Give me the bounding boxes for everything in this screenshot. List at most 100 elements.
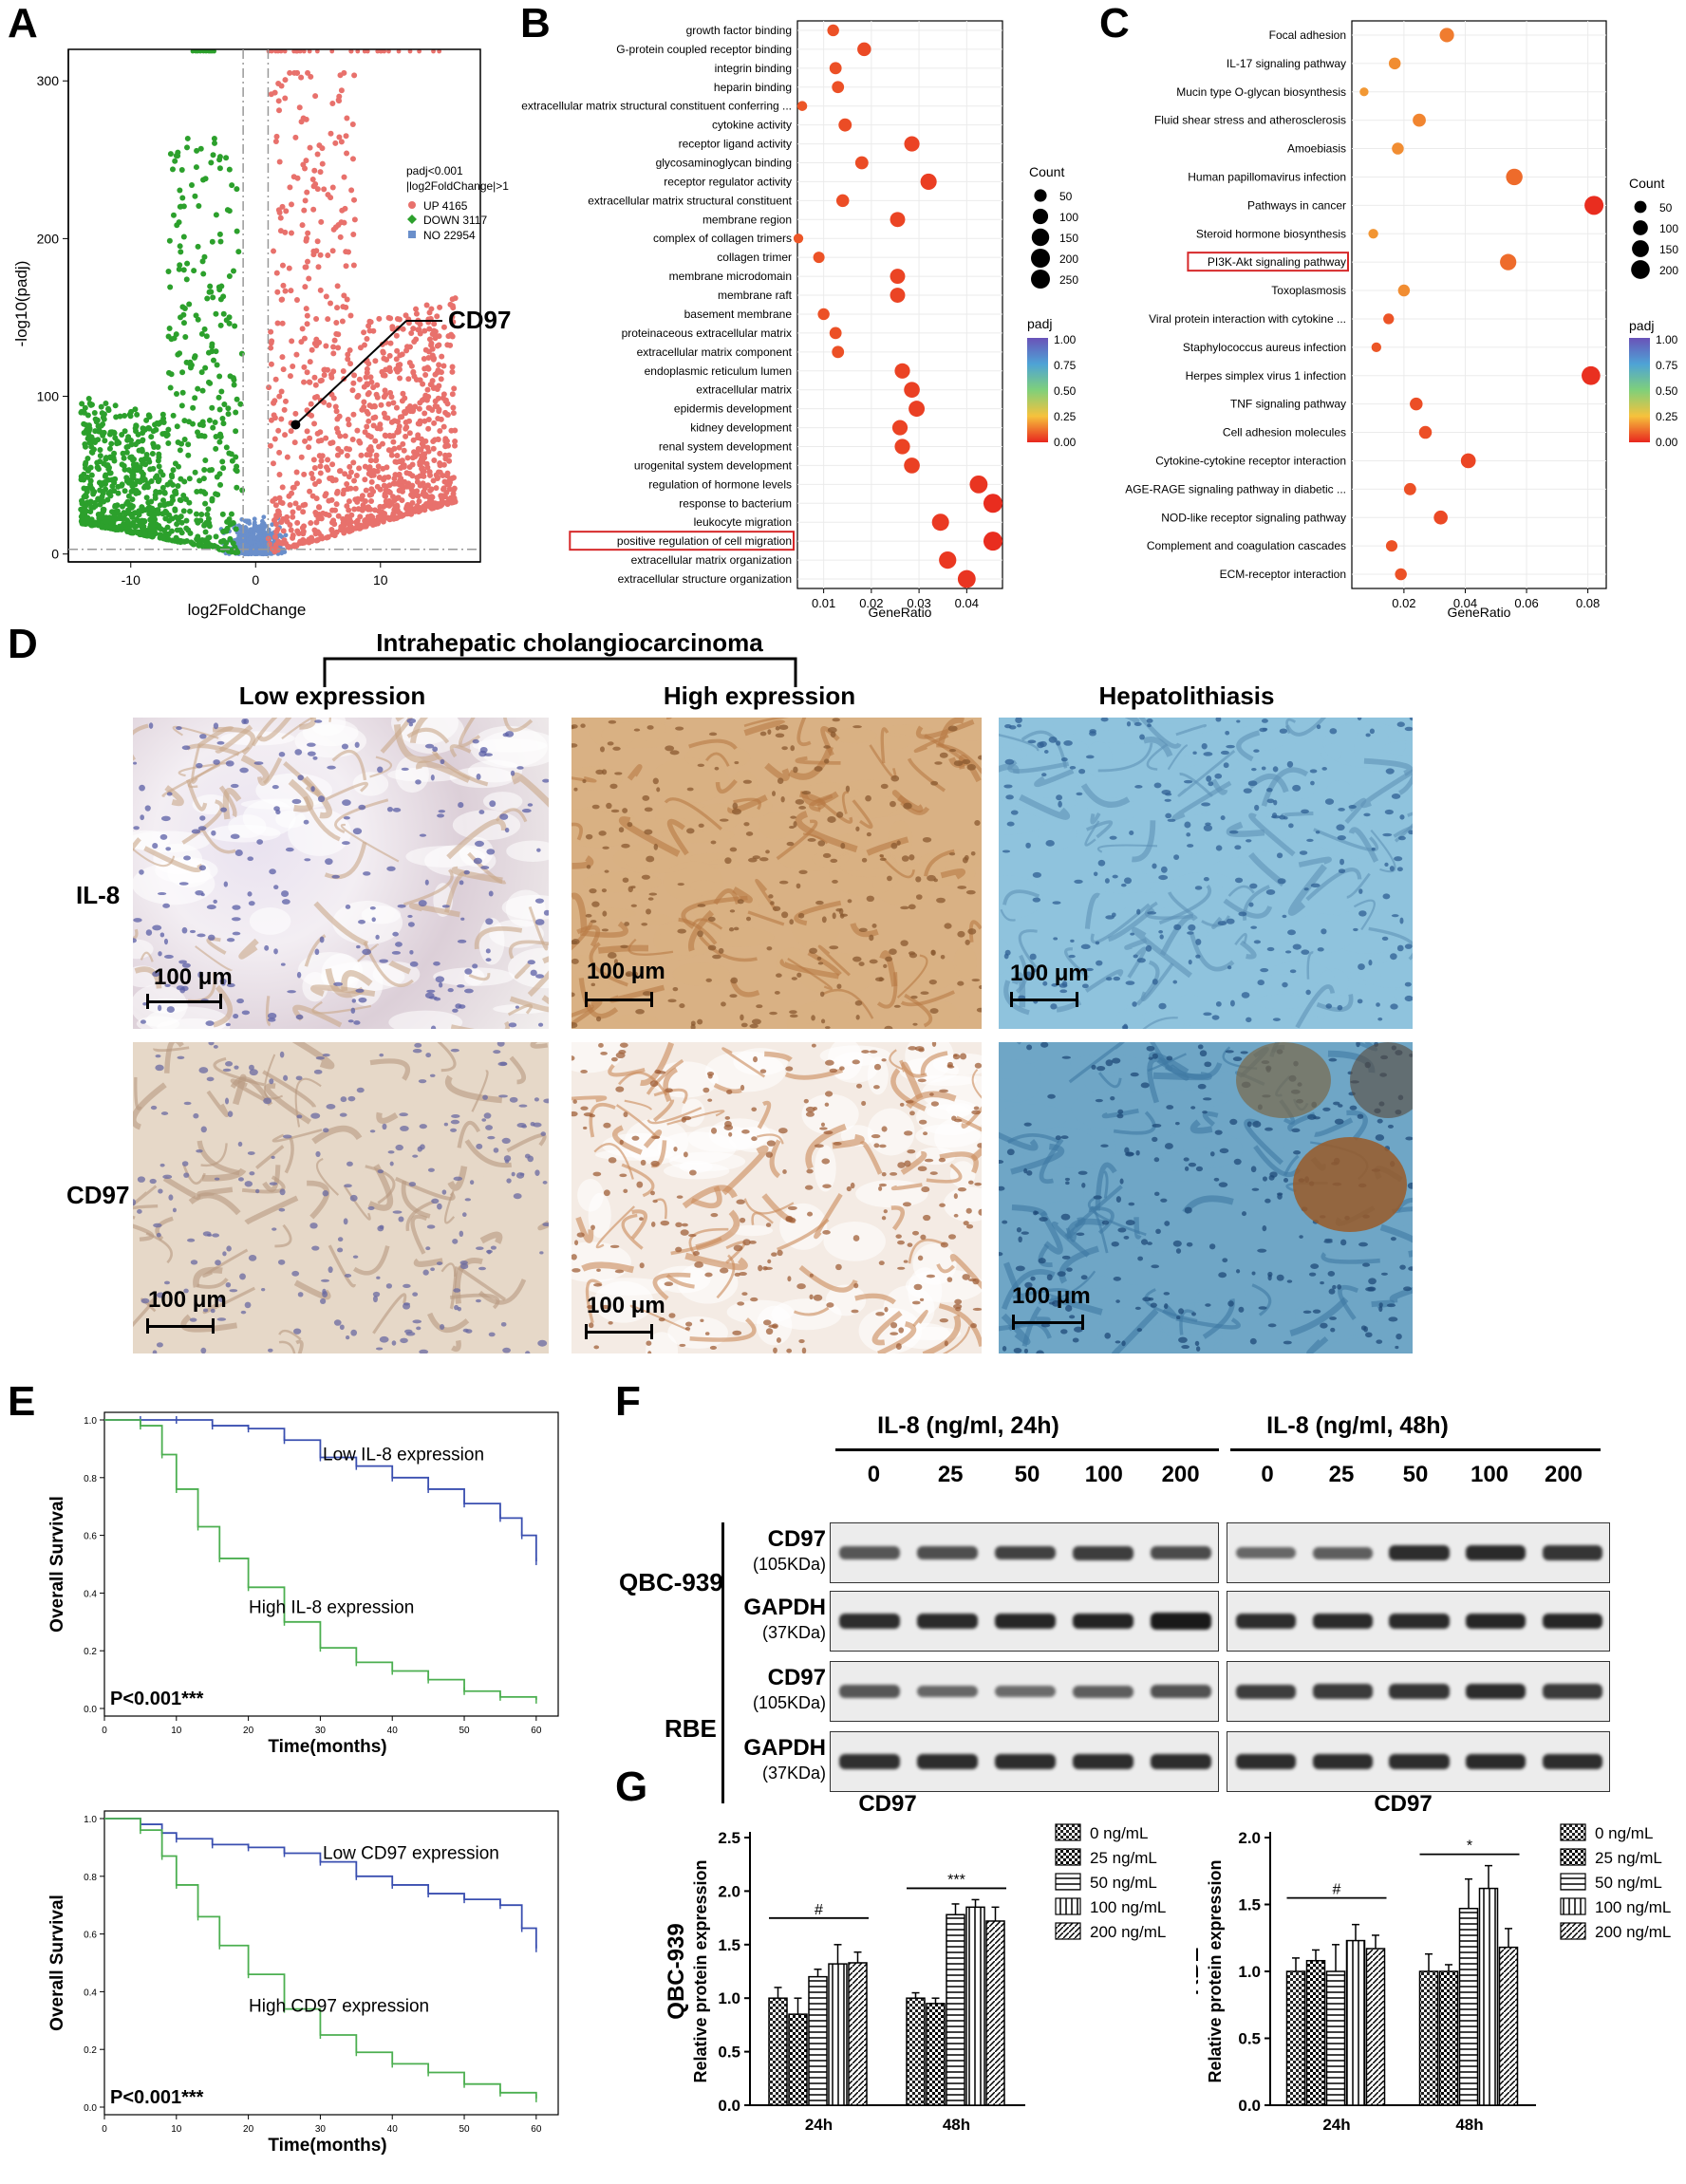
volcano-point-up [399,414,405,420]
volcano-point-up [338,448,345,455]
volcano-point-down [217,238,224,245]
volcano-point-up [339,318,346,325]
volcano-point-down [165,439,172,446]
volcano-point-down [91,410,98,417]
volcano-point-up [311,420,318,427]
b-padj-label: 0.75 [1054,359,1077,372]
bar-legend-label: 200 ng/mL [1595,1923,1671,1941]
volcano-point-down [105,405,112,412]
c-dot [1392,142,1404,155]
volcano-point-up [437,428,443,435]
volcano-point-up [381,482,387,489]
km-xtick: 20 [243,1726,254,1736]
volcano-point-up [303,237,309,244]
volcano-point-down [199,258,206,265]
wb-band [1312,1613,1373,1630]
volcano-point-up [329,100,336,106]
volcano-point-up [272,436,278,442]
volcano-point-down [140,425,146,432]
b-size-legend-dot [1031,270,1050,289]
bar [1365,1948,1386,2106]
volcano-point-down [92,520,99,527]
ihc-col-hepatolithiasis: Hepatolithiasis [1098,681,1275,710]
go-padj-colorbar [1027,338,1048,442]
volcano-point-down [201,522,208,529]
volcano-point-down [212,140,218,146]
volcano-point-down [145,424,152,431]
volcano-point-up [375,463,382,470]
legend-down-marker [407,215,417,224]
volcano-point-down [217,434,224,440]
b-padj-label: 0.00 [1054,436,1077,449]
volcano-point-up [404,455,411,461]
volcano-point-up [441,478,448,485]
volcano-point-down [202,364,209,371]
volcano-point-up [279,354,286,361]
volcano-point-up [450,491,457,497]
volcano-point-up [304,428,310,435]
volcano-point-down [87,498,94,505]
b-term-label: membrane region [702,213,792,226]
volcano-point-down [185,527,192,533]
volcano-point-down [184,260,191,267]
wb-band [1073,1685,1133,1698]
volcano-point-up [376,474,383,480]
volcano-point-up [330,350,337,357]
volcano-point-down [150,522,157,529]
volcano-point-up [414,492,421,498]
volcano-point-down [107,429,114,436]
volcano-point-up [403,503,410,510]
volcano-point-down [172,506,178,513]
volcano-point-down [108,440,115,447]
volcano-point-down [128,488,135,495]
volcano-point-up [446,457,453,464]
volcano-point-up [309,176,316,182]
volcano-point-up [365,471,372,477]
volcano-point-down [234,228,240,234]
volcano-point-down [202,457,209,464]
volcano-point-up [269,338,275,345]
volcano-point-down [173,391,179,398]
volcano-point-down [209,348,215,355]
ihc-group-title: Intrahepatic cholangiocarcinoma [376,628,763,657]
volcano-point-down [225,411,232,418]
volcano-point-up [298,339,305,345]
volcano-point-down [90,446,97,453]
b-dot [857,42,871,57]
volcano-point-up [321,186,328,193]
volcano-point-up [314,186,321,193]
volcano-point-up [304,312,310,319]
bar-legend-swatch [1055,1897,1081,1915]
volcano-point-no [261,514,267,520]
volcano-point-up [314,430,321,437]
volcano-point-up [313,248,320,254]
volcano-point-up [366,464,373,471]
volcano-point-down [181,418,188,424]
bar-ytick: 0.0 [718,2097,740,2115]
volcano-point-up [314,537,321,544]
volcano-point-no [253,543,258,549]
volcano-point-up [272,521,279,528]
volcano-point-up [426,499,433,506]
volcano-point-down [169,166,176,173]
volcano-point-no [247,521,253,526]
volcano-point-up [279,203,286,210]
c-dot [1460,453,1476,469]
wb-dose-label: 100 [1084,1462,1123,1487]
volcano-point-down [133,490,140,496]
panel-label-e: E [8,1378,36,1425]
bar-legend-label: 50 ng/mL [1090,1874,1157,1892]
volcano-point-up [372,457,379,464]
volcano-point-up [278,519,285,526]
volcano-point-up [312,382,319,388]
volcano-point-down [166,237,173,244]
volcano-point-up [451,495,458,501]
volcano-point-down [156,463,162,470]
volcano-point-up [282,288,289,294]
wb-band [1073,1545,1133,1560]
volcano-point-down [84,485,90,492]
volcano-point-down [101,429,107,436]
volcano-point-up [417,377,423,383]
legend-no-marker [408,231,416,238]
ihc-il8-high [571,718,982,1029]
